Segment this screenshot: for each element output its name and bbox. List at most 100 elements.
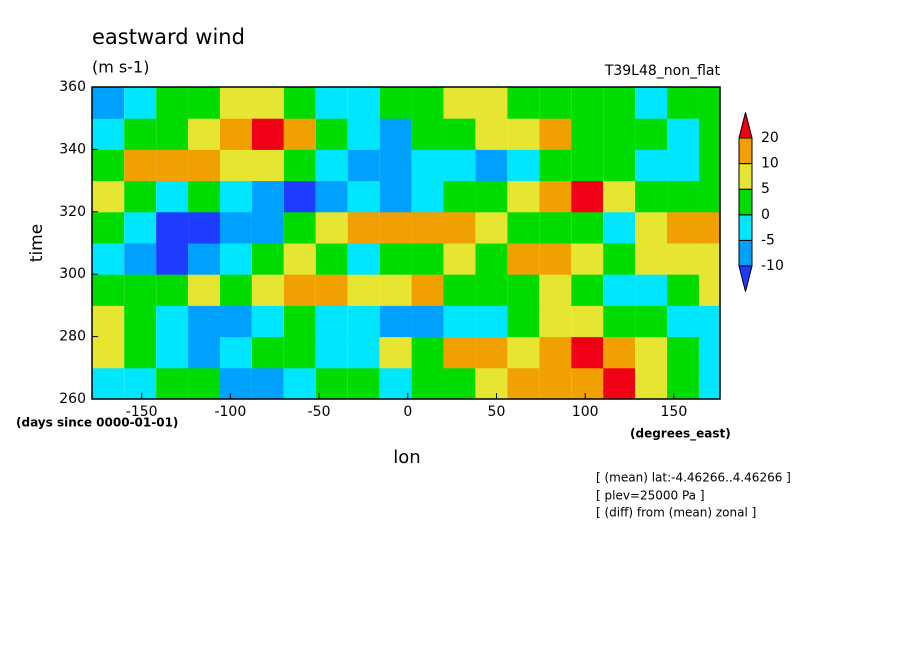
field-cell xyxy=(219,274,252,306)
field-cell xyxy=(315,211,348,244)
field-cell xyxy=(635,336,668,369)
field-cell xyxy=(92,367,125,400)
field-cell xyxy=(507,118,540,150)
field-cell xyxy=(156,367,189,400)
field-cell xyxy=(283,149,316,182)
field-cell xyxy=(379,243,412,275)
field-cell xyxy=(443,149,476,182)
field-cell xyxy=(507,274,540,306)
field-cell xyxy=(571,149,604,182)
field-cell xyxy=(667,149,699,182)
field-cell xyxy=(124,118,157,150)
field-cell xyxy=(188,305,220,338)
field-cell xyxy=(571,243,604,275)
field-cell xyxy=(283,367,316,400)
field-cell xyxy=(347,243,380,275)
field-cell xyxy=(539,243,572,275)
field-cell xyxy=(667,274,699,306)
field-cell xyxy=(507,87,540,119)
field-cell xyxy=(571,367,604,400)
field-cell xyxy=(283,87,316,119)
field-cell xyxy=(156,305,189,338)
field-cell xyxy=(635,367,668,400)
field-cell xyxy=(443,211,476,244)
field-cell xyxy=(347,274,380,306)
field-cell xyxy=(698,336,721,369)
field-cell xyxy=(667,367,699,400)
field-cell xyxy=(347,211,380,244)
field-cell xyxy=(92,87,125,119)
field-cell xyxy=(124,243,157,275)
field-cell xyxy=(507,336,540,369)
field-cell xyxy=(443,180,476,213)
field-cell xyxy=(92,211,125,244)
field-cell xyxy=(219,211,252,244)
chart-subtitle: (m s-1) xyxy=(92,58,149,77)
field-cell xyxy=(92,305,125,338)
field-cell xyxy=(124,149,157,182)
field-cell xyxy=(635,149,668,182)
field-cell xyxy=(603,336,636,369)
field-cell xyxy=(603,211,636,244)
y-axis-label: time xyxy=(27,224,47,262)
field-cell xyxy=(92,149,125,182)
field-cell xyxy=(698,118,721,150)
field-cell xyxy=(188,87,220,119)
field-cell xyxy=(475,367,508,400)
field-cell xyxy=(315,336,348,369)
field-cell xyxy=(698,149,721,182)
field-cell xyxy=(251,87,284,119)
colorbar-triangle xyxy=(738,112,753,139)
field-cell xyxy=(539,211,572,244)
field-cell xyxy=(475,274,508,306)
field-cell xyxy=(571,274,604,306)
field-cell xyxy=(124,274,157,306)
y-tick-label: 260 xyxy=(59,391,86,407)
colorbar-segment xyxy=(738,239,753,267)
field-cell xyxy=(92,243,125,275)
field-cell xyxy=(603,305,636,338)
field-cell xyxy=(667,180,699,213)
field-cell xyxy=(219,305,252,338)
x-tick-label: 0 xyxy=(403,404,412,420)
field-cell xyxy=(507,180,540,213)
colorbar-label: 0 xyxy=(761,207,770,223)
field-cell xyxy=(219,149,252,182)
field-cell xyxy=(124,336,157,369)
y-tick-label: 340 xyxy=(59,141,86,157)
field-cell xyxy=(475,305,508,338)
x-tick-label: -150 xyxy=(126,404,158,420)
field-cell xyxy=(698,87,721,119)
x-tick-label: -50 xyxy=(308,404,331,420)
field-cell xyxy=(571,211,604,244)
field-cell xyxy=(379,305,412,338)
field-cell xyxy=(539,274,572,306)
field-cell xyxy=(219,87,252,119)
field-cell xyxy=(475,180,508,213)
field-cell xyxy=(571,336,604,369)
field-cell xyxy=(571,87,604,119)
field-cell xyxy=(667,336,699,369)
field-cell xyxy=(443,274,476,306)
y-axis-units: (days since 0000-01-01) xyxy=(16,416,178,430)
colorbar-label: -10 xyxy=(761,258,784,274)
plot-frame xyxy=(91,86,721,400)
field-cell xyxy=(219,367,252,400)
field-cell xyxy=(379,149,412,182)
field-cell xyxy=(315,274,348,306)
field-cell xyxy=(156,336,189,369)
field-cell xyxy=(603,180,636,213)
field-cell xyxy=(411,87,444,119)
field-cell xyxy=(539,118,572,150)
field-cell xyxy=(219,118,252,150)
colorbar-segment xyxy=(738,163,753,190)
field-cell xyxy=(188,274,220,306)
field-cell xyxy=(698,367,721,400)
field-cell xyxy=(379,367,412,400)
field-cell xyxy=(698,180,721,213)
field-cell xyxy=(507,305,540,338)
field-cell xyxy=(315,149,348,182)
field-cell xyxy=(379,118,412,150)
field-cell xyxy=(635,305,668,338)
